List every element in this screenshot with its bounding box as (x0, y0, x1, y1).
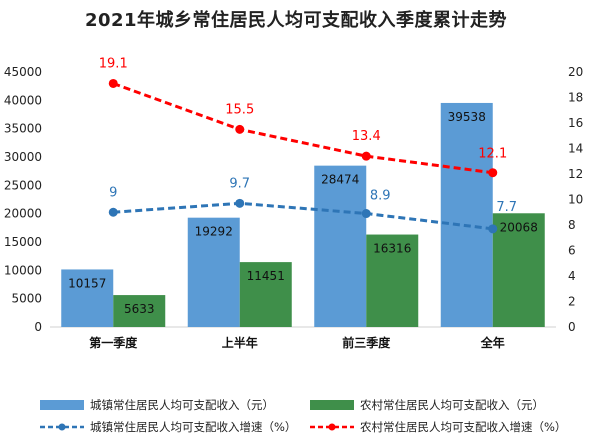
rural-growth-label: 15.5 (225, 102, 254, 117)
x-category-label: 第一季度 (89, 335, 138, 350)
y2-tick-label: 2 (568, 295, 576, 309)
bar-urban-income (61, 269, 114, 327)
y2-tick-label: 16 (568, 116, 583, 130)
y-tick-label: 0 (34, 320, 42, 334)
bar-label-urban-income: 39538 (448, 110, 486, 124)
bar-rural-income (239, 262, 292, 327)
bar-label-urban-income: 10157 (68, 276, 106, 290)
legend-line-urban-growth (40, 423, 84, 431)
rural-growth-point (235, 124, 245, 134)
bar-urban-income (187, 217, 240, 327)
bar-label-rural-income: 11451 (247, 269, 285, 283)
chart-title: 2021年城乡常住居民人均可支配收入季度累计走势 (84, 10, 508, 31)
bar-label-rural-income: 5633 (124, 302, 155, 316)
legend-item-urban-income: 城镇常住居民人均可支配收入（元） (40, 397, 310, 413)
x-category-label: 前三季度 (342, 335, 391, 350)
y-tick-label: 30000 (4, 150, 42, 164)
y-tick-label: 45000 (4, 65, 42, 79)
bar-rural-income (492, 213, 545, 327)
y-tick-label: 15000 (4, 235, 42, 249)
legend-item-rural-income: 农村常住居民人均可支配收入（元） (310, 397, 580, 413)
y2-tick-label: 0 (568, 320, 576, 334)
urban-growth-label: 7.7 (496, 200, 517, 215)
legend: 城镇常住居民人均可支配收入（元） 农村常住居民人均可支配收入（元） 城镇常住居民… (40, 394, 580, 438)
urban-growth-line (113, 201, 493, 231)
rural-growth-line (112, 82, 493, 175)
urban-growth-point (235, 198, 245, 208)
y2-tick-label: 4 (568, 269, 576, 283)
urban-growth-label: 9.7 (229, 176, 250, 191)
y-tick-label: 20000 (4, 207, 42, 221)
rural-growth-point (488, 168, 498, 178)
y-tick-label: 25000 (4, 178, 42, 192)
legend-label-rural-growth: 农村常住居民人均可支配收入增速（%） (360, 420, 567, 434)
y-tick-label: 5000 (11, 292, 42, 306)
legend-row-bars: 城镇常住居民人均可支配收入（元） 农村常住居民人均可支配收入（元） (40, 394, 580, 416)
urban-growth-point (361, 209, 371, 219)
rural-growth-label: 13.4 (352, 129, 381, 144)
urban-growth-point (488, 224, 498, 234)
bar-label-rural-income: 16316 (373, 242, 411, 256)
legend-item-urban-growth: 城镇常住居民人均可支配收入增速（%） (40, 419, 310, 435)
urban-growth-label: 9 (109, 185, 117, 200)
y-tick-label: 10000 (4, 263, 42, 277)
bar-label-urban-income: 28474 (321, 173, 359, 187)
y2-tick-label: 18 (568, 91, 583, 105)
legend-label-urban-growth: 城镇常住居民人均可支配收入增速（%） (90, 420, 297, 434)
legend-row-lines: 城镇常住居民人均可支配收入增速（%） 农村常住居民人均可支配收入增速（%） (40, 416, 580, 438)
legend-swatch-rural-income (310, 400, 354, 410)
y2-tick-label: 20 (568, 65, 583, 79)
urban-growth-point (108, 207, 118, 217)
rural-growth-label: 12.1 (478, 147, 507, 162)
rural-growth-point (361, 151, 371, 161)
rural-growth-point (108, 78, 118, 88)
legend-swatch-urban-income (40, 400, 84, 410)
bar-label-rural-income: 20068 (500, 220, 538, 234)
bar-rural-income (366, 234, 419, 327)
x-category-label: 上半年 (222, 335, 258, 350)
x-category-label: 全年 (480, 335, 505, 350)
y-tick-label: 40000 (4, 93, 42, 107)
y2-tick-label: 14 (568, 142, 583, 156)
urban-growth-label: 8.9 (370, 189, 391, 204)
legend-item-rural-growth: 农村常住居民人均可支配收入增速（%） (310, 419, 580, 435)
bar-rural-income (113, 295, 166, 327)
y2-tick-label: 6 (568, 244, 576, 258)
legend-label-rural-income: 农村常住居民人均可支配收入（元） (360, 398, 544, 412)
bar-urban-income (314, 165, 367, 327)
bar-urban-income (440, 102, 493, 328)
legend-line-rural-growth (310, 423, 354, 431)
y2-tick-label: 10 (568, 193, 583, 207)
bar-label-urban-income: 19292 (195, 225, 233, 239)
y2-tick-label: 12 (568, 167, 583, 181)
y-tick-label: 35000 (4, 122, 42, 136)
rural-growth-label: 19.1 (99, 56, 128, 71)
y2-tick-label: 8 (568, 218, 576, 232)
legend-label-urban-income: 城镇常住居民人均可支配收入（元） (90, 398, 274, 412)
